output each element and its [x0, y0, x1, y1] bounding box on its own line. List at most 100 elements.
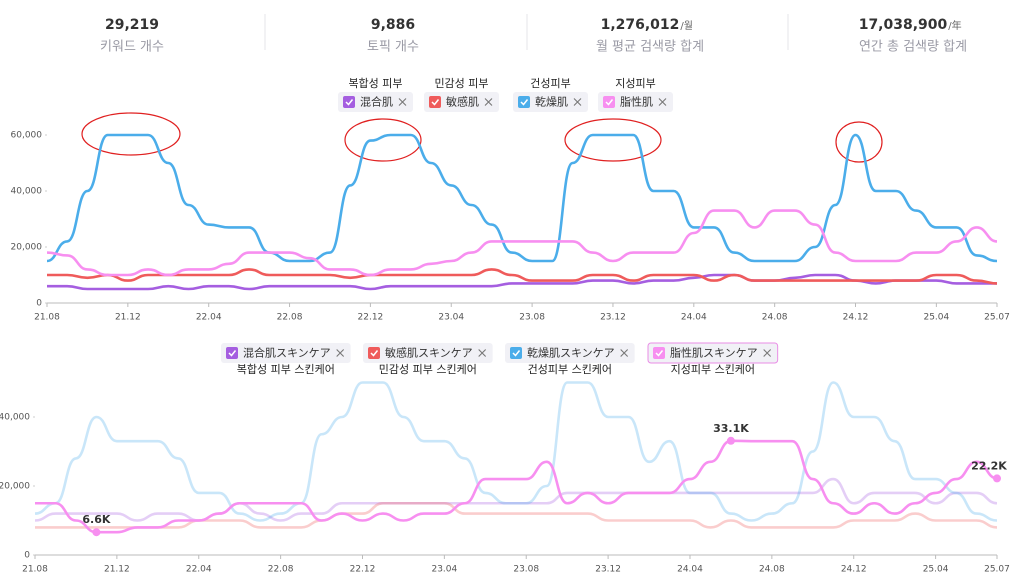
chip-check: [368, 347, 380, 359]
x-tick-label: 23.12: [600, 313, 626, 323]
chip-remove[interactable]: [658, 98, 667, 106]
stat-label: 연간 총 검색량 합계: [859, 40, 967, 55]
legend-chip[interactable]: 脂性肌スキンケア: [647, 342, 779, 364]
x-tick-label: 23.04: [438, 313, 464, 323]
chip-check: [429, 96, 441, 108]
chip-check: [226, 347, 238, 359]
series-line: [34, 381, 998, 522]
chip-label: 混合肌スキンケア: [243, 346, 331, 360]
chip-remove[interactable]: [484, 98, 493, 106]
x-tick-label: 21.12: [115, 313, 141, 323]
x-tick-label: 24.04: [677, 565, 703, 575]
point-marker: [726, 436, 735, 445]
chip-check: [603, 96, 615, 108]
value-label: 33.1K: [713, 422, 749, 435]
series-line: [46, 133, 998, 263]
check-icon: [228, 350, 237, 357]
value-label: 22.2K: [971, 459, 1007, 472]
chip-remove[interactable]: [763, 349, 772, 357]
check-icon: [655, 350, 664, 357]
legend-chip[interactable]: 敏感肌: [424, 92, 499, 112]
chip-bg[interactable]: [338, 92, 413, 112]
check-icon: [431, 99, 440, 106]
check-icon: [512, 350, 521, 357]
x-tick-label: 23.08: [513, 565, 539, 575]
legend-chip[interactable]: 乾燥肌スキンケア: [505, 343, 635, 363]
stat-value: 9,886: [371, 17, 415, 33]
point-marker: [92, 528, 101, 537]
chip-label: 乾燥肌: [535, 96, 568, 109]
chip-bg[interactable]: [424, 92, 499, 112]
y-tick-label: 0: [24, 551, 30, 561]
x-tick-label: 23.08: [519, 313, 545, 323]
chip-label: 混合肌: [360, 95, 393, 109]
chip-bg[interactable]: [505, 343, 635, 363]
x-tick-label: 23.12: [595, 565, 621, 575]
series-line: [46, 273, 997, 291]
chip-remove[interactable]: [620, 349, 629, 357]
chip-label: 脂性肌スキンケア: [670, 346, 758, 360]
legend-translation: 복합성 피부 스킨케어: [237, 363, 335, 376]
y-tick-label: 40,000: [0, 413, 30, 423]
x-tick-label: 25.04: [923, 565, 949, 575]
legend-chip[interactable]: 脂性肌: [598, 92, 673, 112]
stat-value: 29,219: [105, 17, 159, 33]
legend-translation: 지성피부 스킨케어: [671, 363, 755, 376]
chip-label: 脂性肌: [620, 95, 653, 109]
stat: 9,886 토픽 개수: [367, 17, 419, 55]
chip-remove[interactable]: [336, 349, 345, 357]
chip-bg[interactable]: [647, 342, 779, 364]
x-tick-label: 25.07: [984, 565, 1010, 575]
chip-check: [510, 347, 522, 359]
chip-check: [343, 96, 355, 108]
y-tick-label: 40,000: [11, 187, 43, 197]
stat-label: 월 평균 검색량 합계: [596, 40, 704, 55]
x-tick-label: 22.08: [277, 313, 303, 323]
x-tick-label: 22.04: [186, 565, 212, 575]
x-tick-label: 24.08: [759, 565, 785, 575]
value-label: 6.6K: [82, 513, 110, 526]
stat-dividers: [264, 14, 789, 50]
x-tick-label: 24.12: [843, 313, 869, 323]
stat: 1,276,012/월월 평균 검색량 합계: [596, 17, 704, 55]
x-tick-label: 25.04: [923, 313, 949, 323]
x-tick-label: 21.08: [34, 313, 60, 323]
legend-chip[interactable]: 混合肌: [338, 92, 413, 112]
chip-bg[interactable]: [221, 343, 351, 363]
x-tick-label: 23.04: [431, 565, 457, 575]
chip-remove[interactable]: [478, 349, 487, 357]
series-line: [46, 209, 998, 277]
chip-bg[interactable]: [363, 343, 493, 363]
x-tick-label: 22.08: [268, 565, 294, 575]
y-tick-label: 20,000: [11, 243, 43, 253]
legend-translation: 민감성 피부: [434, 77, 488, 90]
chip-bg[interactable]: [598, 92, 673, 112]
stat-value: 17,038,900: [859, 17, 948, 33]
x-tick-label: 21.08: [22, 565, 48, 575]
stat-unit: /年: [948, 19, 961, 32]
legend-translation: 복합성 피부: [348, 77, 402, 90]
chip-remove[interactable]: [398, 98, 407, 106]
legend-chip[interactable]: 乾燥肌: [513, 92, 588, 112]
check-icon: [345, 99, 354, 106]
x-tick-label: 25.07: [984, 313, 1010, 323]
x-tick-label: 22.04: [196, 313, 222, 323]
stat-label: 토픽 개수: [367, 40, 419, 55]
legend-translation: 지성피부: [615, 77, 655, 90]
chip-label: 敏感肌スキンケア: [385, 346, 473, 360]
legend-chip[interactable]: 敏感肌スキンケア: [363, 343, 493, 363]
point-marker: [993, 474, 1001, 483]
x-tick-label: 24.08: [762, 313, 788, 323]
chip-remove[interactable]: [573, 98, 582, 106]
chart: 0 20,000 40,000 60,000 21.08 21.12 22.04 22.08 2…: [11, 131, 1010, 323]
stat: 17,038,900/年 연간 총 검색량 합계: [859, 17, 967, 55]
chip-label: 敏感肌: [446, 95, 479, 109]
x-tick-label: 24.12: [841, 565, 867, 575]
check-icon: [605, 99, 614, 106]
series-line: [34, 439, 998, 534]
y-tick-label: 0: [36, 299, 42, 309]
chip-bg[interactable]: [513, 92, 588, 112]
legend-chip[interactable]: 混合肌スキンケア: [221, 343, 351, 363]
highlight-ellipses: [81, 112, 883, 163]
